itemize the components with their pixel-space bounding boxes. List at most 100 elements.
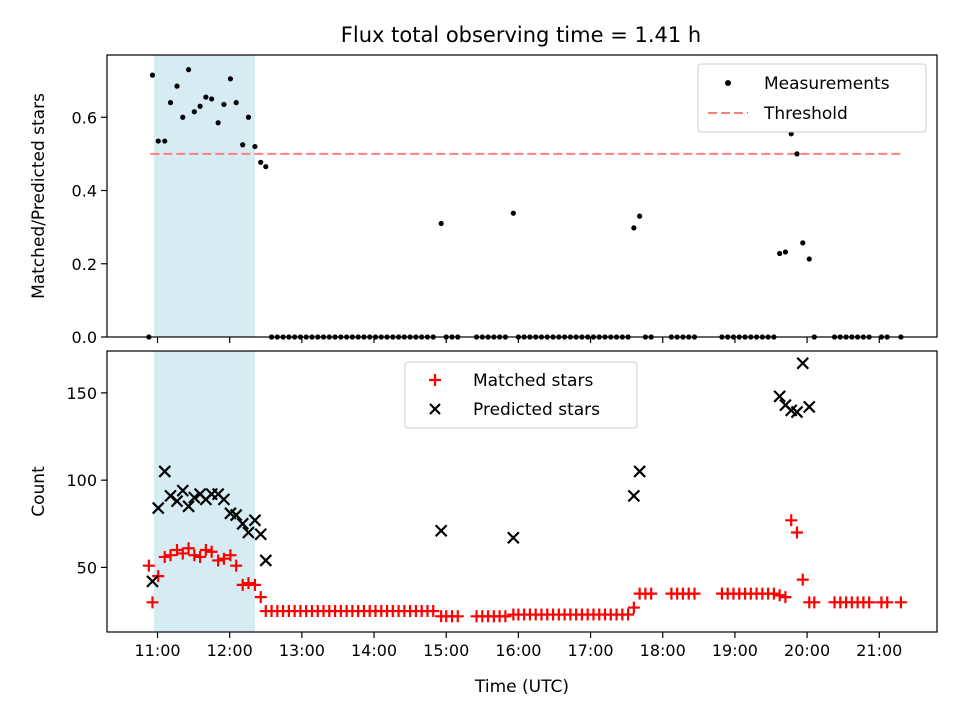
matched-star-point (881, 596, 894, 609)
measurement-point (258, 159, 264, 165)
measurement-point (155, 138, 161, 144)
y-tick-label: 0.4 (72, 182, 97, 201)
matched-star-point (894, 596, 907, 609)
matched-star-point (779, 591, 792, 604)
matched-star-point (622, 608, 635, 621)
matched-star-point (176, 547, 189, 560)
measurement-point (252, 143, 258, 150)
matched-star-point (808, 596, 821, 609)
measurement-point (510, 210, 516, 216)
matched-star-point (217, 552, 230, 565)
measurement-point (221, 101, 227, 108)
bottom-y-axis-label: Count (29, 466, 49, 517)
x-tick-label: 21:00 (856, 641, 902, 660)
matched-star-point (146, 596, 159, 609)
predicted-star-point (229, 508, 243, 522)
matched-star-point (427, 605, 440, 618)
matched-star-point (194, 550, 207, 563)
legend-label-threshold: Threshold (763, 104, 848, 124)
measurement-point (800, 240, 806, 246)
measurement-point (191, 109, 197, 115)
y-tick-label: 100 (66, 471, 97, 490)
matched-star-point (142, 559, 155, 572)
predicted-star-point (158, 465, 172, 478)
measurement-point (227, 76, 234, 82)
matched-star-point (785, 514, 798, 527)
matched-star-point (199, 543, 212, 556)
matched-star-point (224, 549, 237, 562)
matched-star-point (451, 610, 464, 623)
matched-star-point (212, 554, 225, 567)
predicted-star-point (236, 517, 249, 531)
matched-star-point (158, 550, 171, 563)
x-tick-label: 13:00 (279, 641, 325, 660)
bottom-ticks: 11:00 12:00 13:00 14:00 15:00 16:00 17:00 18:00… (66, 384, 902, 660)
top-y-axis-label: Matched/Predicted stars (29, 93, 49, 299)
x-tick-label: 15:00 (423, 641, 469, 660)
measurement-point (197, 103, 203, 109)
measurement-point (233, 100, 239, 106)
measurement-point (174, 83, 180, 89)
measurement-point (209, 96, 215, 102)
predicted-star-point (146, 575, 159, 588)
predicted-star-point (796, 356, 810, 370)
measurement-point (185, 67, 192, 73)
measurement-point (782, 249, 789, 255)
bottom-plot-panel: 11:00 12:00 13:00 14:00 15:00 16:00 17:00 18:00… (29, 350, 938, 697)
matched-star-point (688, 587, 701, 600)
predicted-star-point (434, 524, 448, 538)
measurement-point (794, 151, 800, 157)
y-tick-label: 0.2 (72, 255, 97, 274)
matched-star-point (152, 570, 165, 583)
matched-star-point (205, 545, 218, 558)
matched-star-point (188, 549, 201, 562)
y-tick-label: 0.6 (72, 108, 97, 127)
matched-star-point (254, 591, 267, 604)
measurement-point (263, 164, 269, 170)
measurement-point (215, 120, 221, 126)
predicted-star-point (773, 390, 786, 403)
x-tick-label: 18:00 (640, 641, 686, 660)
predicted-star-point (790, 405, 804, 419)
matched-star-point (627, 601, 640, 614)
measurement-point (203, 94, 209, 100)
measurement-point (806, 256, 812, 262)
x-tick-label: 14:00 (351, 641, 397, 660)
predicted-star-point (259, 554, 273, 567)
matched-star-point (242, 577, 255, 590)
predicted-star-point (188, 491, 201, 504)
bottom-axes-frame (106, 350, 938, 633)
top-legend-box (697, 63, 927, 133)
matched-star-point (767, 587, 780, 600)
predicted-star-point (217, 493, 231, 506)
top-axes-frame (106, 54, 938, 338)
matched-star-point (645, 587, 658, 600)
predicted-star-point (176, 484, 190, 497)
x-tick-label: 20:00 (784, 641, 830, 660)
matched-star-point (796, 573, 809, 586)
x-tick-label: 19:00 (712, 641, 758, 660)
x-tick-label: 16:00 (495, 641, 541, 660)
matched-star-point (499, 610, 512, 623)
x-tick-label: 11:00 (134, 641, 180, 660)
predicted-star-point (254, 527, 268, 541)
measurement-point (167, 100, 174, 106)
matched-star-point (790, 526, 803, 539)
predicted-star-point (242, 526, 255, 539)
matched-star-point (863, 596, 876, 609)
matched-star-point (236, 578, 249, 591)
predicted-star-point (507, 531, 520, 545)
top-legend: Measurements Threshold (697, 63, 927, 133)
measurement-point (240, 142, 246, 148)
matched-star-point (182, 542, 195, 555)
measurement-point (162, 138, 168, 144)
measurement-point (637, 213, 643, 219)
top-plot-panel: 0.0 0.2 0.4 0.6 Matched/Predicted stars Mea… (29, 54, 938, 347)
count-points (142, 356, 907, 623)
x-tick-label: 12:00 (207, 641, 253, 660)
bottom-legend: Matched stars Predicted stars (404, 361, 638, 429)
measurement-point (180, 114, 186, 120)
top-ticks: 0.0 0.2 0.4 0.6 (72, 108, 880, 347)
y-tick-label: 150 (66, 384, 97, 403)
